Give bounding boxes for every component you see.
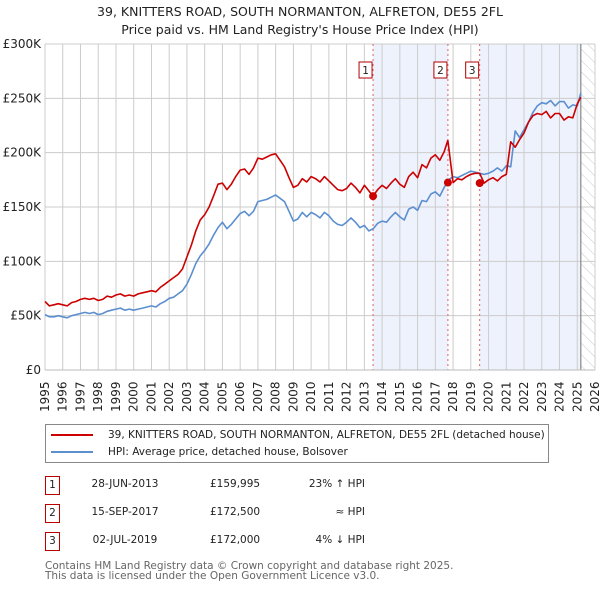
attribution-footer: Contains HM Land Registry data © Crown c… <box>45 560 454 582</box>
x-tick-label: 2024 <box>553 381 567 412</box>
x-tick-label: 2012 <box>340 381 354 412</box>
sale-point <box>369 192 378 201</box>
x-tick-label: 2004 <box>198 381 212 412</box>
table-row: 3 02-JUL-2019 £172,000 4% ↓ HPI <box>45 532 465 552</box>
x-tick-label: 2019 <box>464 381 478 412</box>
sale-price: £172,500 <box>210 506 261 518</box>
x-tick-label: 2016 <box>411 381 425 412</box>
x-tick-label: 2015 <box>393 381 407 412</box>
sale-marker-badge: 3 <box>45 532 60 551</box>
x-tick-label: 2002 <box>162 381 176 412</box>
sale-date: 28-JUN-2013 <box>91 478 159 490</box>
property-price-line <box>44 96 582 307</box>
sale-hpi-comparison: ≈ HPI <box>335 506 365 518</box>
sale-marker-label: 3 <box>469 65 476 77</box>
y-tick-label: £250K <box>3 91 43 105</box>
x-tick-label: 2005 <box>215 381 229 412</box>
sale-marker-box <box>358 61 373 79</box>
x-tick-label: 2006 <box>233 381 247 412</box>
x-tick-label: 2007 <box>251 381 265 412</box>
footer-line2: This data is licensed under the Open Gov… <box>45 570 380 582</box>
x-tick-label: 2022 <box>517 381 531 412</box>
x-tick-label: 2011 <box>322 381 336 412</box>
sale-marker-box <box>433 61 448 79</box>
x-tick-label: 2008 <box>269 381 283 412</box>
sale-marker-box <box>465 61 480 79</box>
x-tick-label: 2013 <box>357 381 371 412</box>
chart-title-line2: Price paid vs. HM Land Registry's House … <box>121 22 479 37</box>
x-tick-label: 1996 <box>56 381 70 412</box>
x-tick-label: 2010 <box>304 381 318 412</box>
x-tick-label: 1997 <box>73 381 87 412</box>
y-tick-label: £100K <box>3 254 43 268</box>
sale-date: 02-JUL-2019 <box>92 534 158 546</box>
x-tick-label: 2014 <box>375 381 389 412</box>
chart-title: 39, KNITTERS ROAD, SOUTH NORMANTON, ALFR… <box>0 3 600 39</box>
x-tick-label: 2009 <box>286 381 300 412</box>
x-tick-label: 2000 <box>127 381 141 412</box>
y-tick-label: £150K <box>3 200 43 214</box>
x-tick-label: 1999 <box>109 381 123 412</box>
sale-point <box>475 179 484 188</box>
legend-item-hpi: HPI: Average price, detached house, Bols… <box>46 444 348 460</box>
legend-item-property: 39, KNITTERS ROAD, SOUTH NORMANTON, ALFR… <box>46 427 545 443</box>
x-tick-label: 2018 <box>446 381 460 412</box>
x-tick-label: 2001 <box>144 381 158 412</box>
legend-label-hpi: HPI: Average price, detached house, Bols… <box>108 446 348 458</box>
sale-marker-label: 2 <box>437 65 444 77</box>
chart-legend: 39, KNITTERS ROAD, SOUTH NORMANTON, ALFR… <box>45 424 549 463</box>
sale-marker-badge: 1 <box>45 476 60 495</box>
table-row: 1 28-JUN-2013 £159,995 23% ↑ HPI <box>45 476 465 496</box>
sale-hpi-comparison: 23% ↑ HPI <box>308 478 365 490</box>
legend-swatch-hpi <box>51 451 93 453</box>
chart-title-line1: 39, KNITTERS ROAD, SOUTH NORMANTON, ALFR… <box>97 4 503 19</box>
table-row: 2 15-SEP-2017 £172,500 ≈ HPI <box>45 504 465 524</box>
x-tick-label: 2026 <box>588 381 600 412</box>
y-tick-label: £50K <box>10 309 42 323</box>
price-chart: 1 2 3 £0 £50K £100K £150K £200K £250K £300K 1995 1… <box>3 37 600 412</box>
x-tick-label: 2003 <box>180 381 194 412</box>
sale-point <box>443 178 452 187</box>
legend-label-property: 39, KNITTERS ROAD, SOUTH NORMANTON, ALFR… <box>108 429 545 441</box>
sale-price: £159,995 <box>210 478 261 490</box>
legend-swatch-property <box>51 434 93 436</box>
y-tick-label: £300K <box>3 37 43 51</box>
sale-date: 15-SEP-2017 <box>91 506 159 518</box>
y-tick-label: £0 <box>26 363 41 377</box>
x-tick-label: 1995 <box>38 381 52 412</box>
hpi-line <box>44 92 582 319</box>
sale-hpi-comparison: 4% ↓ HPI <box>315 534 365 546</box>
x-tick-label: 1998 <box>91 381 105 412</box>
sale-marker-label: 1 <box>362 65 369 77</box>
x-tick-label: 2020 <box>482 381 496 412</box>
x-tick-label: 2023 <box>535 381 549 412</box>
sale-marker-badge: 2 <box>45 504 60 523</box>
x-tick-label: 2021 <box>499 381 513 412</box>
sale-price: £172,000 <box>210 534 261 546</box>
x-tick-label: 2017 <box>428 381 442 412</box>
footer-line1: Contains HM Land Registry data © Crown c… <box>45 560 454 572</box>
x-tick-label: 2025 <box>570 381 584 412</box>
y-tick-label: £200K <box>3 146 43 160</box>
